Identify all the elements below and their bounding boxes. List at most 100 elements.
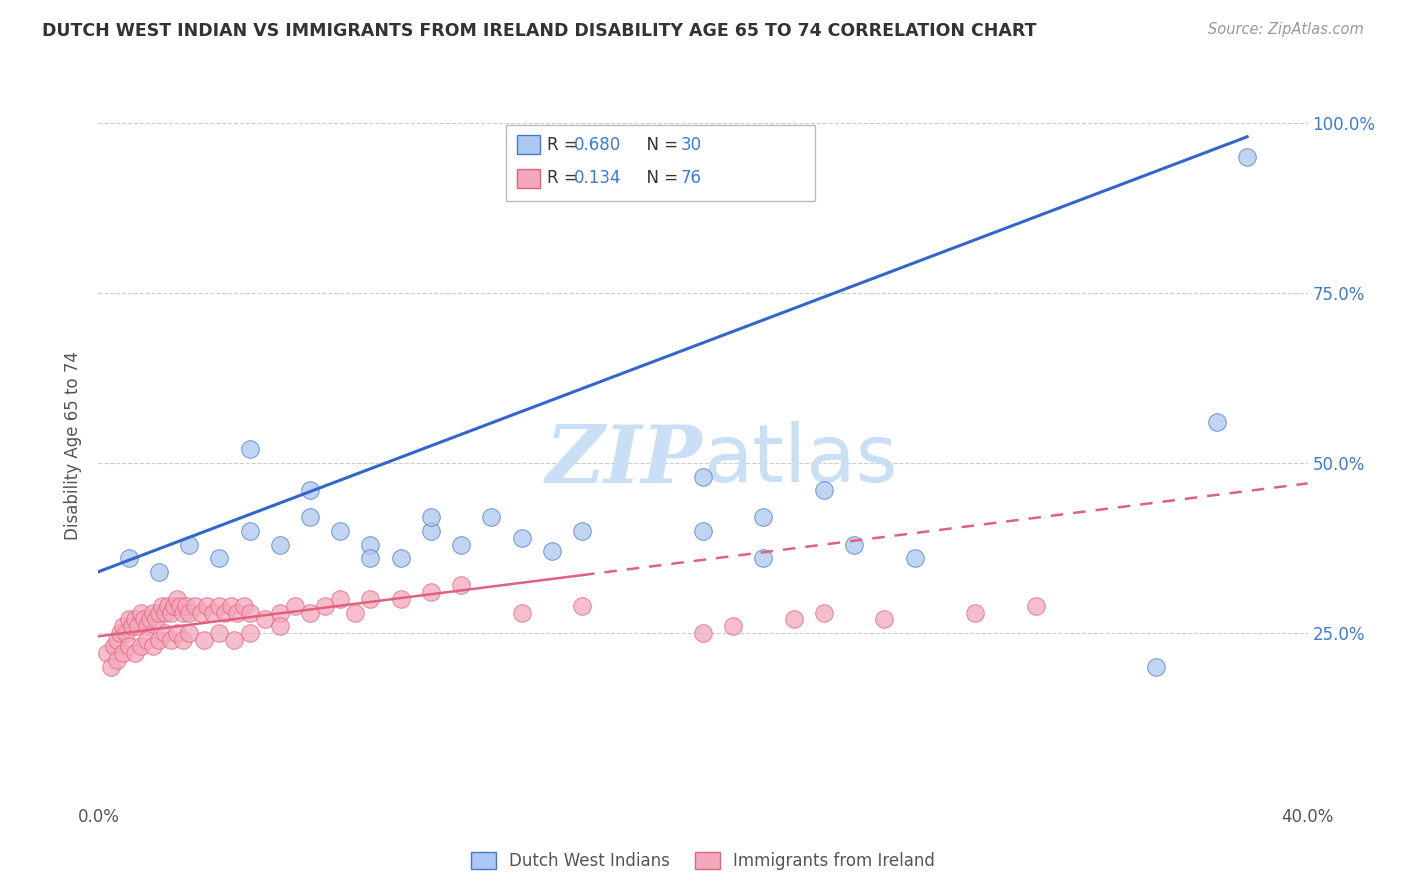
Point bbox=[904, 551, 927, 566]
Point bbox=[1024, 599, 1046, 613]
Text: N =: N = bbox=[636, 136, 683, 153]
Text: 0.680: 0.680 bbox=[574, 136, 621, 153]
Point bbox=[389, 591, 412, 606]
Point bbox=[148, 606, 170, 620]
Text: 30: 30 bbox=[681, 136, 702, 153]
Point bbox=[239, 524, 262, 538]
Point bbox=[284, 599, 307, 613]
Point bbox=[150, 599, 173, 613]
Point bbox=[111, 646, 134, 660]
Point bbox=[100, 660, 122, 674]
Point bbox=[752, 510, 775, 524]
Point bbox=[692, 524, 714, 538]
Point bbox=[160, 606, 183, 620]
Point bbox=[450, 537, 472, 551]
Point bbox=[142, 606, 165, 620]
Point bbox=[752, 551, 775, 566]
Point bbox=[224, 632, 246, 647]
Point bbox=[124, 612, 146, 626]
Point bbox=[202, 606, 225, 620]
Point bbox=[965, 606, 987, 620]
Point bbox=[195, 599, 218, 613]
Point bbox=[208, 599, 231, 613]
Point bbox=[129, 640, 152, 654]
Point bbox=[299, 483, 322, 498]
Text: ZIP: ZIP bbox=[546, 422, 703, 499]
Point bbox=[105, 632, 128, 647]
Point bbox=[118, 551, 141, 566]
Text: 0.134: 0.134 bbox=[574, 169, 621, 187]
Point bbox=[1144, 660, 1167, 674]
Point bbox=[1206, 415, 1229, 429]
Point bbox=[344, 606, 367, 620]
Point bbox=[132, 612, 155, 626]
Point bbox=[420, 510, 443, 524]
Point bbox=[148, 632, 170, 647]
Point bbox=[571, 524, 593, 538]
Point bbox=[360, 551, 382, 566]
Point bbox=[179, 626, 201, 640]
Point bbox=[148, 565, 170, 579]
Legend: Dutch West Indians, Immigrants from Ireland: Dutch West Indians, Immigrants from Irel… bbox=[464, 845, 942, 877]
Point bbox=[226, 606, 249, 620]
Point bbox=[239, 442, 262, 457]
Point bbox=[510, 531, 533, 545]
Point bbox=[873, 612, 896, 626]
Point bbox=[145, 612, 167, 626]
Point bbox=[420, 585, 443, 599]
Point bbox=[329, 524, 352, 538]
Text: DUTCH WEST INDIAN VS IMMIGRANTS FROM IRELAND DISABILITY AGE 65 TO 74 CORRELATION: DUTCH WEST INDIAN VS IMMIGRANTS FROM IRE… bbox=[42, 22, 1036, 40]
Point bbox=[166, 626, 188, 640]
Point bbox=[221, 599, 243, 613]
Point bbox=[299, 606, 322, 620]
Point bbox=[239, 606, 262, 620]
Point bbox=[166, 591, 188, 606]
Point bbox=[96, 646, 118, 660]
Point bbox=[844, 537, 866, 551]
Point bbox=[214, 606, 236, 620]
Point bbox=[163, 599, 186, 613]
Point bbox=[105, 653, 128, 667]
Point bbox=[103, 640, 125, 654]
Point bbox=[813, 606, 835, 620]
Point bbox=[253, 612, 276, 626]
Point bbox=[208, 551, 231, 566]
Point bbox=[783, 612, 806, 626]
Point bbox=[153, 606, 176, 620]
Point bbox=[510, 606, 533, 620]
Point bbox=[135, 619, 157, 633]
Point bbox=[269, 606, 291, 620]
Point bbox=[108, 626, 131, 640]
Point bbox=[114, 626, 136, 640]
Text: atlas: atlas bbox=[703, 421, 897, 500]
Point bbox=[269, 619, 291, 633]
Point bbox=[1236, 150, 1258, 164]
Point bbox=[723, 619, 745, 633]
Text: 76: 76 bbox=[681, 169, 702, 187]
Text: N =: N = bbox=[636, 169, 683, 187]
Point bbox=[121, 619, 143, 633]
Point bbox=[692, 626, 714, 640]
Point bbox=[172, 606, 194, 620]
Point bbox=[135, 632, 157, 647]
Text: Source: ZipAtlas.com: Source: ZipAtlas.com bbox=[1208, 22, 1364, 37]
Point bbox=[190, 606, 212, 620]
Point bbox=[571, 599, 593, 613]
Point bbox=[239, 626, 262, 640]
Point bbox=[193, 632, 215, 647]
Text: R =: R = bbox=[547, 169, 583, 187]
Point bbox=[360, 591, 382, 606]
Point bbox=[156, 599, 179, 613]
Point bbox=[118, 612, 141, 626]
Point bbox=[153, 626, 176, 640]
Point bbox=[111, 619, 134, 633]
Point bbox=[127, 619, 149, 633]
Point bbox=[174, 599, 197, 613]
Point bbox=[540, 544, 562, 558]
Point bbox=[208, 626, 231, 640]
Point bbox=[184, 599, 207, 613]
Y-axis label: Disability Age 65 to 74: Disability Age 65 to 74 bbox=[65, 351, 83, 541]
Point bbox=[360, 537, 382, 551]
Text: R =: R = bbox=[547, 136, 583, 153]
Point bbox=[420, 524, 443, 538]
